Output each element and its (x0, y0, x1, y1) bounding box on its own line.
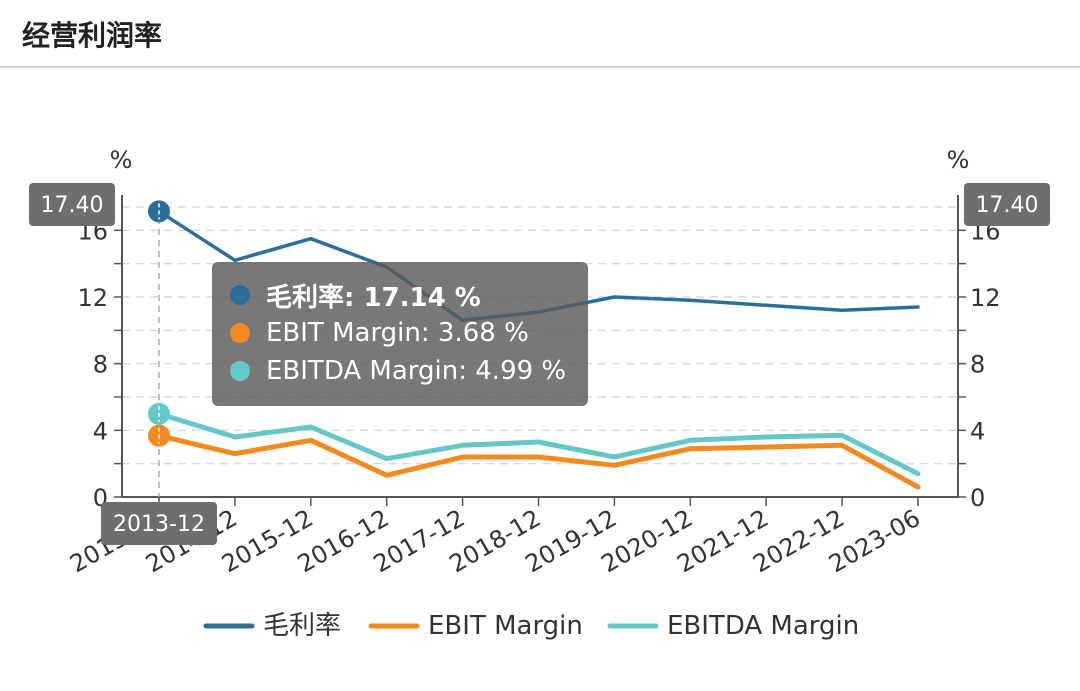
y-tick-label-left: 12 (77, 284, 108, 312)
y-tick-label-left: 8 (93, 351, 108, 379)
tooltip-text: EBITDA Margin: 4.99 % (266, 356, 567, 386)
tooltip-text: 毛利率: 17.14 % (266, 282, 481, 313)
tooltip-dot (230, 361, 250, 381)
y-unit-right: % (947, 146, 970, 174)
tooltip-dot (230, 285, 250, 305)
series-line-2 (156, 411, 921, 477)
tooltip-row-ebitda-margin: EBITDA Margin: 4.99 % (230, 352, 588, 390)
series-line-1 (156, 433, 921, 490)
y-tick-label-right: 12 (970, 284, 1001, 312)
axis-pointer-value-box-right (964, 183, 1050, 226)
axis-pointer-value-label-left: 17.40 (41, 193, 104, 218)
y-tick-label-left: 4 (93, 417, 108, 445)
axis-pointer-value-box-left (29, 183, 115, 226)
legend-label-1: EBIT Margin (428, 611, 583, 641)
axis-pointer-category-box (101, 502, 217, 545)
y-tick-label-right: 4 (970, 417, 985, 445)
tooltip-row-gross-margin: 毛利率: 17.14 % (230, 276, 588, 314)
axis-pointer-category-label: 2013-12 (113, 512, 205, 537)
chart-tooltip: 毛利率: 17.14 % EBIT Margin: 3.68 % EBITDA … (212, 262, 588, 406)
axis-pointer-value-label-right: 17.40 (976, 193, 1039, 218)
y-tick-label-right: 0 (970, 484, 985, 512)
tooltip-row-ebit-margin: EBIT Margin: 3.68 % (230, 314, 588, 352)
tooltip-dot (230, 323, 250, 343)
legend-label-2: EBITDA Margin (667, 611, 859, 641)
legend-label-0: 毛利率 (263, 611, 341, 641)
page-title: 经营利润率 (22, 19, 163, 52)
y-unit-left: % (110, 146, 133, 174)
header-bar: 经营利润率 (0, 0, 1080, 68)
tooltip-text: EBIT Margin: 3.68 % (266, 318, 529, 348)
y-tick-label-right: 8 (970, 351, 985, 379)
